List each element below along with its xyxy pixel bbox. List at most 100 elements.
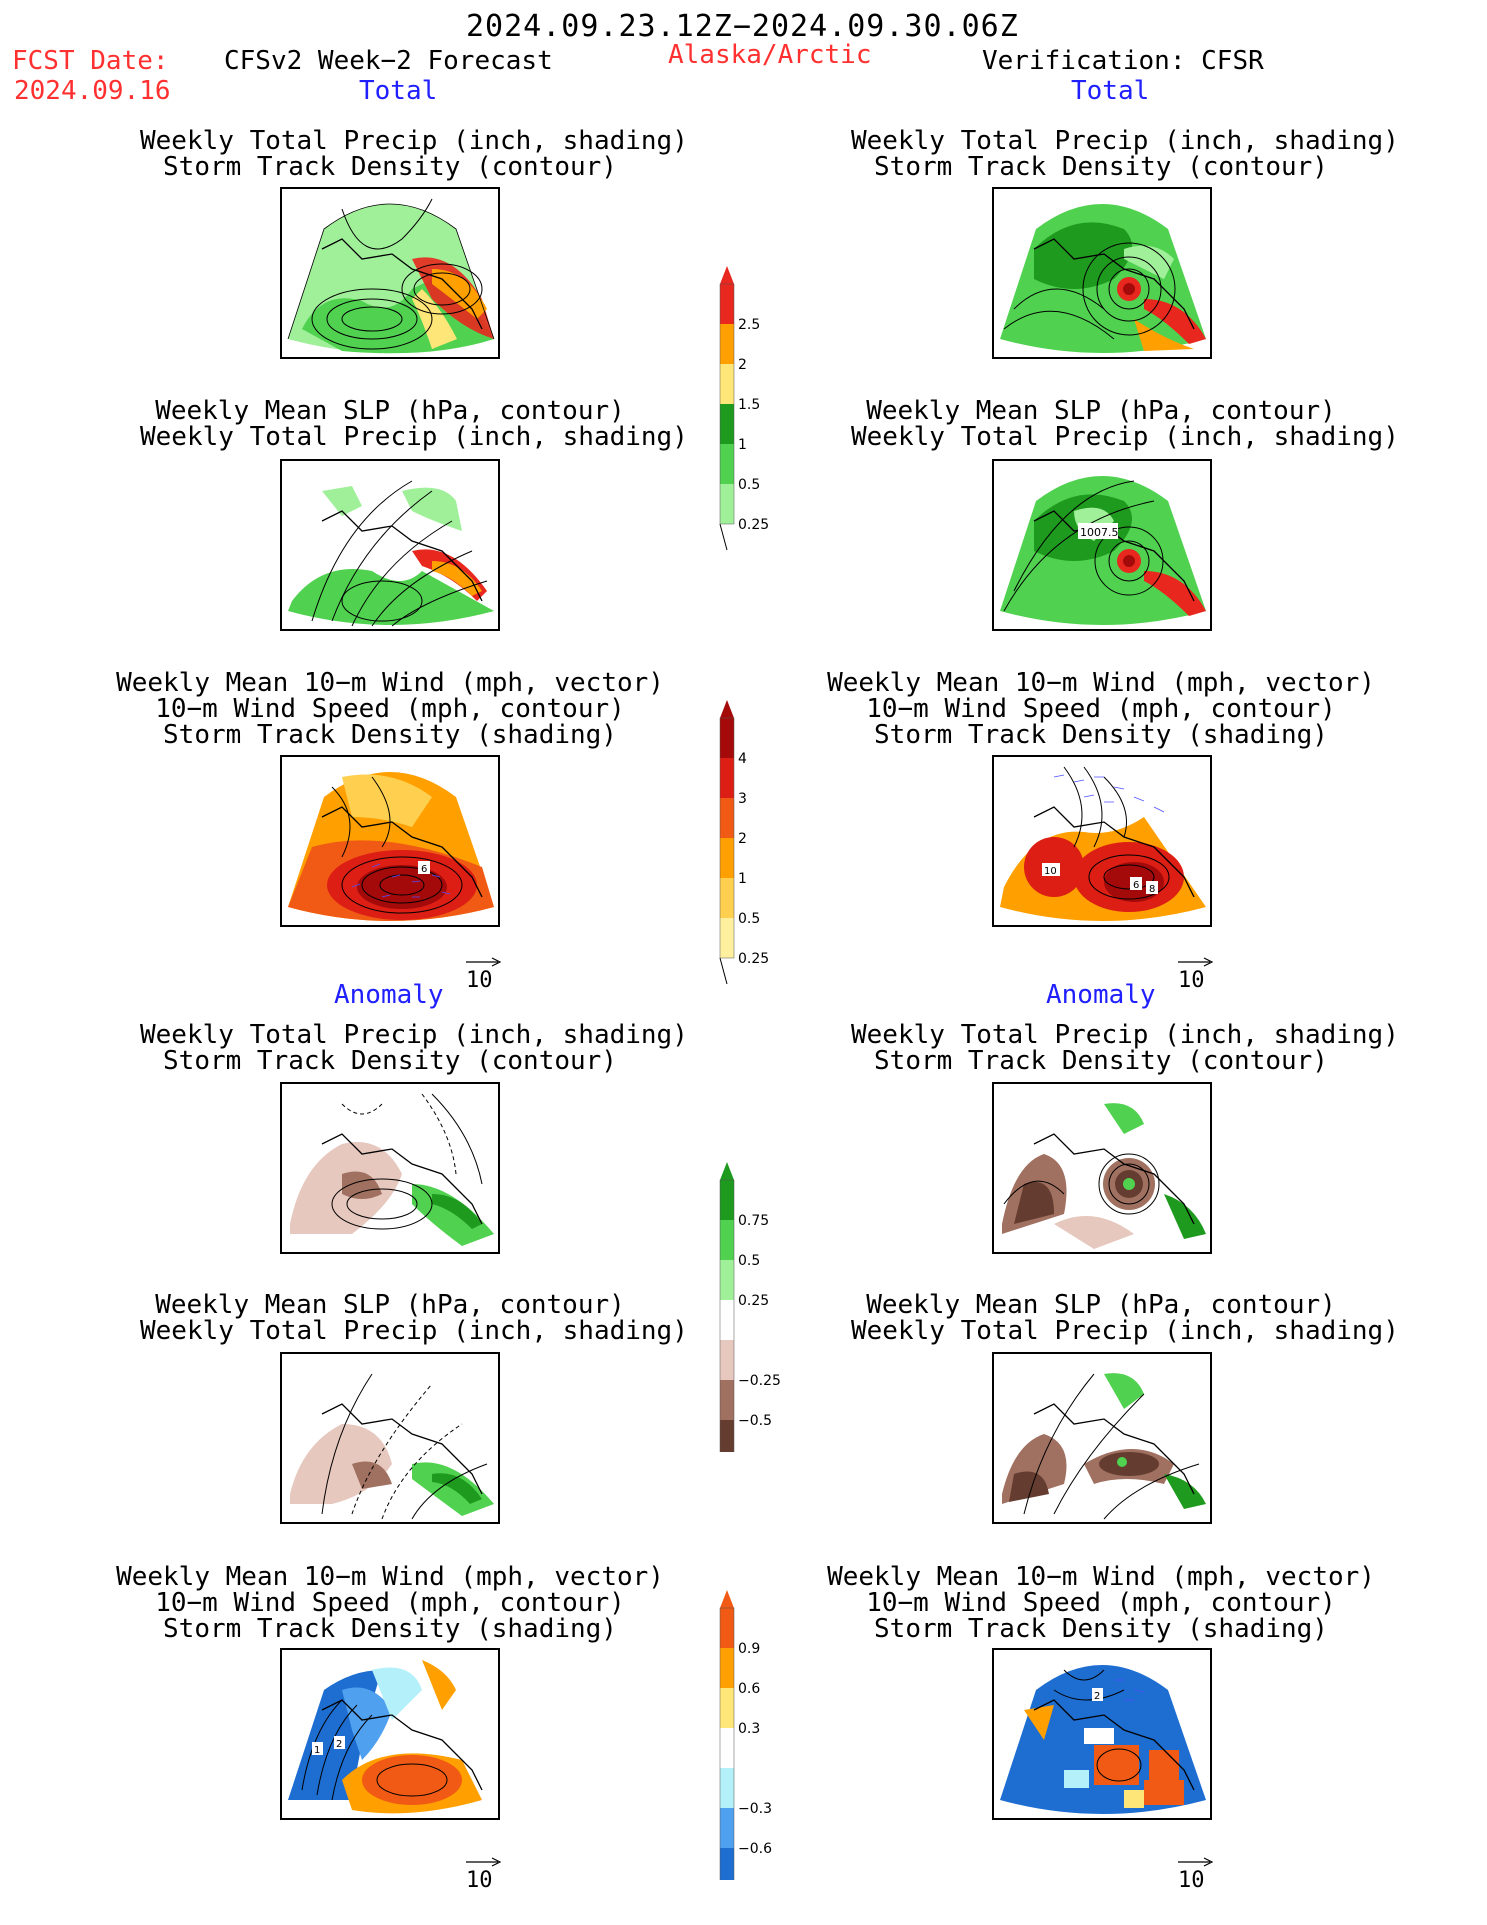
fcst-date-value: 2024.09.16 [14, 76, 171, 106]
caption-r4a: Weekly Total Precip (inch, shading) [851, 1020, 1399, 1050]
caption-l5a: Weekly Mean SLP (hPa, contour) [155, 1290, 625, 1320]
colorbar-tick-label: 0.5 [738, 1253, 760, 1269]
colorbar-segment [720, 1180, 734, 1220]
colorbar-segment [720, 1688, 734, 1728]
colorbar-storm-density-anomaly: 0.90.60.3−0.3−0.6−0.9 [719, 1590, 772, 1880]
verification-label: Verification: CFSR [982, 46, 1264, 76]
colorbar-tick-label: 2 [738, 831, 747, 847]
contour-label: 1 [314, 1745, 320, 1756]
caption-l6b: 10−m Wind Speed (mph, contour) [155, 1588, 625, 1618]
caption-r5b: Weekly Total Precip (inch, shading) [851, 1316, 1399, 1346]
region-label: Alaska/Arctic [668, 40, 872, 70]
colorbar-segment [720, 1260, 734, 1300]
vector-ref-arrow-left-anom [466, 1857, 502, 1867]
colorbar-tick-label: 2 [738, 357, 747, 373]
colorbar-segment [720, 1340, 734, 1380]
colorbar-top-arrow [720, 266, 734, 284]
contour-label: 8 [1149, 884, 1155, 895]
colorbar-tick-label: 1 [738, 437, 747, 453]
caption-r3c: Storm Track Density (shading) [874, 720, 1328, 750]
contour-label: 6 [1133, 880, 1139, 891]
colorbar-outline [719, 1607, 735, 1880]
colorbar-tick-label: −0.5 [738, 1413, 772, 1429]
colorbar-storm-density-total: 4 3 2 1 0.5 0.25 [719, 700, 769, 985]
map-slp-anomaly-forecast [280, 1352, 500, 1524]
colorbar-precip-total: 2.5 2 1.5 1 0.5 0.25 [719, 266, 769, 551]
contour-label: 10 [1044, 866, 1057, 877]
colorbar-segment [720, 1220, 734, 1260]
caption-r1b: Storm Track Density (contour) [874, 152, 1328, 182]
date-range-title: 2024.09.23.12Z−2024.09.30.06Z [466, 9, 1019, 44]
caption-l3a: Weekly Mean 10−m Wind (mph, vector) [116, 668, 664, 698]
colorbar-segment [720, 718, 734, 758]
caption-r2a: Weekly Mean SLP (hPa, contour) [866, 396, 1336, 426]
map-precip-anomaly-forecast [280, 1082, 500, 1254]
colorbar-tick-label: 3 [738, 791, 747, 807]
colorbar-tick-label: 2.5 [738, 317, 760, 333]
caption-r2b: Weekly Total Precip (inch, shading) [851, 422, 1399, 452]
caption-r6c: Storm Track Density (shading) [874, 1614, 1328, 1644]
colorbar-segment [720, 758, 734, 798]
colorbar-tick-label: 1 [738, 871, 747, 887]
anomaly-left-label: Anomaly [334, 980, 444, 1010]
colorbar-segment [720, 798, 734, 838]
caption-l3b: 10−m Wind Speed (mph, contour) [155, 694, 625, 724]
colorbar-segment [720, 444, 734, 484]
colorbar-tick-label: 0.25 [738, 951, 769, 967]
map-wind-storm-forecast: 6 [280, 755, 500, 927]
contour-label: 2 [336, 1739, 342, 1750]
total-right-label: Total [1071, 76, 1150, 106]
map-slp-precip-forecast [280, 459, 500, 631]
colorbar-segment [720, 1648, 734, 1688]
anomaly-right-label: Anomaly [1046, 980, 1156, 1010]
colorbar-top-arrow [720, 1162, 734, 1180]
colorbar-outline [719, 283, 735, 525]
total-left-label: Total [359, 76, 438, 106]
caption-r6b: 10−m Wind Speed (mph, contour) [866, 1588, 1336, 1618]
colorbar-tick-label: 0.5 [738, 911, 760, 927]
colorbar-tick-label: 1.5 [738, 397, 760, 413]
colorbar-neutral-band [720, 1300, 734, 1340]
vector-ref-label-left: 10 [466, 968, 493, 993]
colorbar-tick-label: 0.25 [738, 517, 769, 533]
vector-ref-label-left-anom: 10 [466, 1868, 493, 1893]
map-wind-anomaly-verification: 2 [992, 1648, 1212, 1820]
colorbar-tick-label: 0.25 [738, 1293, 769, 1309]
colorbar-segment [720, 878, 734, 918]
colorbar-tick-label: 0.6 [738, 1681, 760, 1697]
map-total-precip-verification [992, 187, 1212, 359]
contour-label: 6 [421, 864, 427, 875]
caption-l2b: Weekly Total Precip (inch, shading) [140, 422, 688, 452]
colorbar-tick-label: 0.5 [738, 477, 760, 493]
caption-l1b: Storm Track Density (contour) [163, 152, 617, 182]
colorbar-segment [720, 1608, 734, 1648]
caption-l3c: Storm Track Density (shading) [163, 720, 617, 750]
caption-r3a: Weekly Mean 10−m Wind (mph, vector) [827, 668, 1375, 698]
vector-ref-arrow-left [466, 957, 502, 967]
colorbar-segment [720, 838, 734, 878]
colorbar-segment [720, 1768, 734, 1808]
caption-r6a: Weekly Mean 10−m Wind (mph, vector) [827, 1562, 1375, 1592]
colorbar-outline [719, 717, 735, 959]
colorbar-segment [720, 404, 734, 444]
model-label: CFSv2 Week−2 Forecast [224, 46, 553, 76]
colorbar-segment [720, 324, 734, 364]
colorbar-tick-label: 4 [738, 751, 747, 767]
colorbar-neutral-band [720, 1728, 734, 1768]
caption-r1a: Weekly Total Precip (inch, shading) [851, 126, 1399, 156]
slp-contour-label: 1007.5 [1080, 526, 1119, 539]
map-precip-anomaly-verification [992, 1082, 1212, 1254]
map-wind-anomaly-forecast: 1 2 [280, 1648, 500, 1820]
map-total-precip-forecast [280, 187, 500, 359]
vector-ref-arrow-right-anom [1178, 1857, 1214, 1867]
colorbar-segment [720, 484, 734, 524]
colorbar-segment [720, 364, 734, 404]
colorbar-top-arrow [720, 1590, 734, 1608]
colorbar-segment [720, 1420, 734, 1452]
caption-l5b: Weekly Total Precip (inch, shading) [140, 1316, 688, 1346]
caption-l6c: Storm Track Density (shading) [163, 1614, 617, 1644]
caption-l4b: Storm Track Density (contour) [163, 1046, 617, 1076]
vector-ref-label-right-anom: 10 [1178, 1868, 1205, 1893]
vector-ref-label-right: 10 [1178, 968, 1205, 993]
colorbar-tick-label: −0.3 [738, 1801, 772, 1817]
